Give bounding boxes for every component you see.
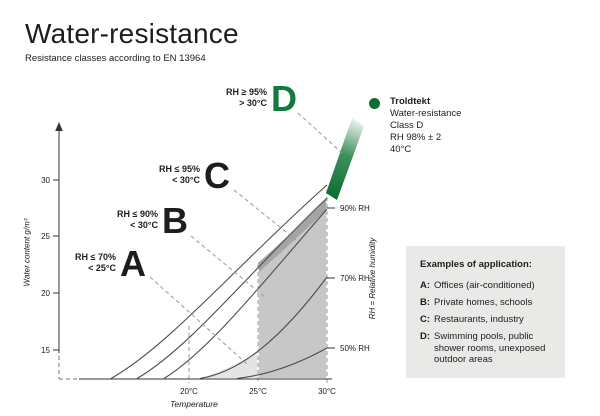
class-d-letter: D <box>271 78 297 119</box>
example-key-b: B: <box>420 297 431 308</box>
example-item-a: A: Offices (air-conditioned) <box>420 280 553 292</box>
x-axis-title: Temperature <box>170 399 218 409</box>
page-subtitle: Resistance classes according to EN 13964 <box>25 53 206 64</box>
y-tick-25: 25 <box>41 231 50 241</box>
leader-b <box>190 235 267 299</box>
right-tick-50rh: 50% RH <box>340 344 370 353</box>
y-tick-20: 20 <box>41 288 50 298</box>
leader-c <box>233 189 297 241</box>
example-text-a: Offices (air-conditioned) <box>434 280 535 291</box>
leader-lines <box>149 112 343 365</box>
curve-90-rh <box>163 208 328 379</box>
legend-line-class: Class D <box>390 120 424 131</box>
rh-curves <box>110 184 328 380</box>
example-item-d: D: Swimming pools, public shower rooms, … <box>420 331 553 366</box>
x-tick-20c: 20°C <box>180 387 198 396</box>
class-b-rh-condition: RH ≤ 90% <box>117 209 158 219</box>
y-axis-title: Water content g/m³ <box>22 218 32 287</box>
class-d-annotation: RH ≥ 95% > 30°C D <box>215 78 297 119</box>
right-tick-70rh: 70% RH <box>340 274 370 283</box>
right-tick-90rh: 90% RH <box>340 204 370 213</box>
class-c-rh-condition: RH ≤ 95% <box>159 164 200 174</box>
leader-d <box>297 112 343 154</box>
region-class-d-green-band <box>326 118 364 200</box>
troldtekt-dot-icon <box>369 98 380 109</box>
temperature-guides <box>188 190 328 383</box>
class-b-annotation: RH ≤ 90% < 30°C B <box>106 200 188 241</box>
class-a-rh-condition: RH ≤ 70% <box>75 252 116 262</box>
y-tick-30: 30 <box>41 175 50 185</box>
right-axis-title: RH = Relative humidity <box>368 237 377 320</box>
class-a-temp-condition: < 25°C <box>88 263 116 273</box>
example-item-c: C: Restaurants, industry <box>420 314 553 326</box>
example-text-c: Restaurants, industry <box>434 314 524 325</box>
examples-heading: Examples of application: <box>420 259 532 270</box>
example-key-c: C: <box>420 314 431 325</box>
axes <box>53 128 335 380</box>
class-c-temp-condition: < 30°C <box>172 175 200 185</box>
example-key-d: D: <box>420 331 431 342</box>
class-a-letter: A <box>120 243 146 284</box>
examples-box: Examples of application: A: Offices (air… <box>406 246 565 378</box>
y-axis-arrow-icon <box>55 122 63 131</box>
curve-95-rh <box>136 197 328 379</box>
product-legend: Troldtekt Water-resistance Class D RH 98… <box>390 96 461 156</box>
example-text-b: Private homes, schools <box>434 297 533 308</box>
page-title: Water-resistance <box>25 18 239 49</box>
curve-100-rh <box>110 184 328 379</box>
curve-70-rh <box>199 276 328 380</box>
example-text-d: Swimming pools, public shower rooms, une… <box>434 331 546 365</box>
legend-line-water-resistance: Water-resistance <box>390 108 462 119</box>
example-item-b: B: Private homes, schools <box>420 297 553 309</box>
x-tick-30c: 30°C <box>318 387 336 396</box>
brand-name: Troldtekt <box>390 96 431 107</box>
curve-50-rh <box>236 347 328 380</box>
y-tick-15: 15 <box>41 345 50 355</box>
region-class-c <box>258 198 327 273</box>
legend-line-rh: RH 98% ± 2 <box>390 132 442 143</box>
class-b-letter: B <box>162 200 188 241</box>
class-b-temp-condition: < 30°C <box>130 220 158 230</box>
class-a-annotation: RH ≤ 70% < 25°C A <box>64 243 146 284</box>
leader-a <box>149 276 248 365</box>
x-tick-25c: 25°C <box>249 387 267 396</box>
example-key-a: A: <box>420 280 431 291</box>
legend-line-temp: 40°C <box>390 144 412 155</box>
class-c-annotation: RH ≤ 95% < 30°C C <box>148 155 230 196</box>
class-d-temp-condition: > 30°C <box>239 98 267 108</box>
class-c-letter: C <box>204 155 230 196</box>
class-d-rh-condition: RH ≥ 95% <box>226 87 267 97</box>
region-class-a <box>200 352 258 378</box>
